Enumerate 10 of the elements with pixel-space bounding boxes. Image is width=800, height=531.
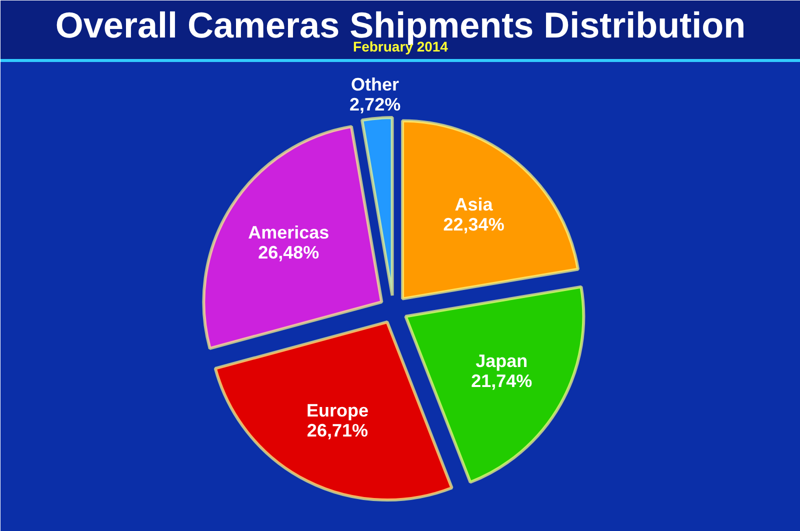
data-label: 26,48% [258,242,320,263]
data-label: 26,71% [306,420,368,441]
slice-label: Americas [248,222,330,243]
data-label: 21,74% [471,370,532,391]
slice-label: Asia [454,194,494,215]
data-label: 22,34% [443,214,504,235]
data-label: 2,72% [350,94,401,114]
slice-label: Japan [476,350,528,371]
slice-label: Europe [306,400,368,421]
slice-label: Other [351,74,400,94]
